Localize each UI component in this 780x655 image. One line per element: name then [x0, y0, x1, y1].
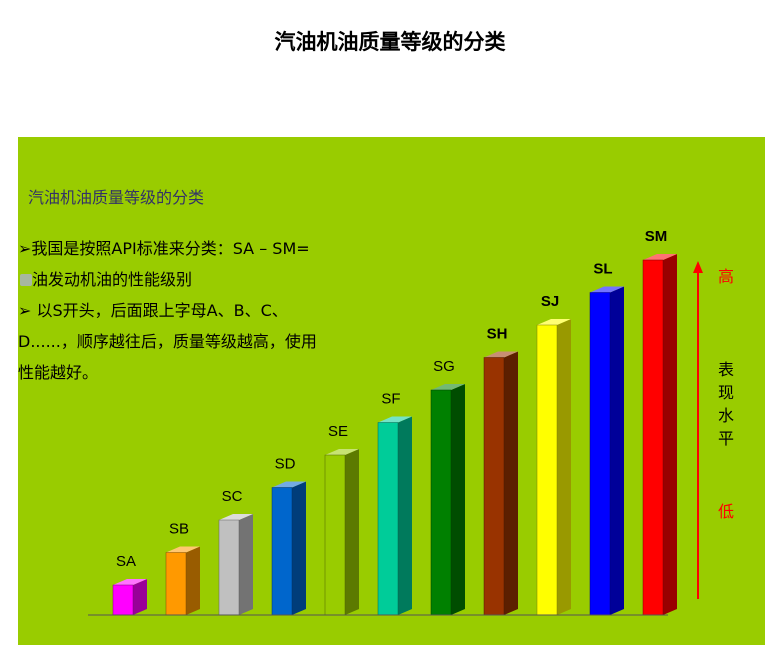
bullet-2-line-3: 性能越好。	[18, 363, 99, 382]
bar-top	[272, 481, 306, 488]
bar-front	[430, 389, 452, 616]
bullet-2-line-1: ➢ 以S开头，后面跟上字母A、B、C、	[18, 301, 288, 320]
bar-side	[663, 254, 677, 615]
axis-arrow-head	[693, 261, 703, 273]
bar-label-sg: SG	[433, 358, 455, 375]
bullet-1-line-2: 油发动机油的性能级别	[18, 264, 398, 295]
bar-sg: SG	[430, 358, 465, 616]
bar-side	[504, 351, 518, 615]
bars-group: SA SB SC SD SE SF SG SH SJ SL SM	[112, 228, 677, 616]
bar-chart: SA SB SC SD SE SF SG SH SJ SL SM 高 低 表 现 水 平	[88, 228, 734, 616]
bar-label-sh: SH	[487, 326, 508, 343]
bar-side	[557, 319, 571, 615]
bar-side	[398, 416, 412, 615]
slide: 汽油机油质量等级的分类 ➢我国是按照API标准来分类：SA – SM= 油发动机…	[18, 137, 765, 645]
bar-front	[271, 487, 293, 616]
slide-heading: 汽油机油质量等级的分类	[28, 188, 205, 207]
bar-front	[642, 259, 664, 616]
bar-sc: SC	[218, 488, 253, 616]
bar-front	[112, 584, 134, 616]
axis-label-char-4: 平	[718, 429, 734, 448]
bar-front	[589, 292, 611, 616]
bar-side	[186, 546, 200, 615]
bar-side	[451, 384, 465, 615]
bar-sm: SM	[642, 228, 677, 616]
bar-label-sf: SF	[381, 391, 400, 408]
smudge-mark	[20, 274, 32, 286]
axis-label-char-1: 表	[718, 360, 734, 379]
bar-se: SE	[324, 423, 359, 616]
bullet-list: ➢我国是按照API标准来分类：SA – SM= 油发动机油的性能级别 ➢ 以S开…	[18, 233, 398, 388]
bar-label-sm: SM	[645, 228, 668, 245]
bar-label-sd: SD	[275, 456, 296, 473]
axis-label-char-3: 水	[718, 406, 734, 425]
bar-top	[219, 514, 253, 520]
bar-side	[133, 579, 147, 615]
bar-top	[431, 384, 465, 390]
bar-sl: SL	[589, 261, 624, 616]
bar-top	[113, 579, 147, 585]
bar-top	[325, 449, 359, 455]
bar-side	[292, 481, 306, 615]
axis-low-label: 低	[718, 502, 734, 521]
bar-side	[239, 514, 253, 615]
bar-label-sc: SC	[222, 488, 243, 505]
bar-label-sb: SB	[169, 521, 189, 538]
bar-top	[378, 416, 412, 423]
bar-sb: SB	[165, 521, 200, 616]
bar-label-sa: SA	[116, 553, 136, 570]
bar-sd: SD	[271, 456, 306, 616]
bar-front	[165, 552, 187, 616]
bar-side	[345, 449, 359, 615]
bar-label-sl: SL	[593, 261, 612, 278]
bar-side	[610, 286, 624, 615]
bar-front	[218, 519, 240, 616]
bar-top	[590, 286, 624, 293]
bar-front	[377, 422, 399, 616]
axis-label-char-2: 现	[718, 383, 734, 402]
bullet-1-line-1: ➢我国是按照API标准来分类：SA – SM=	[18, 239, 310, 258]
bar-front	[483, 357, 505, 616]
bar-sf: SF	[377, 391, 412, 616]
bullet-2-line-2: D......，顺序越往后，质量等级越高，使用	[18, 332, 317, 351]
bar-label-sj: SJ	[541, 293, 559, 310]
bar-top	[484, 351, 518, 358]
bar-top	[537, 319, 571, 325]
axis-high-label: 高	[718, 267, 734, 286]
page-title: 汽油机油质量等级的分类	[274, 30, 506, 54]
bar-top	[643, 254, 677, 260]
bar-top	[166, 546, 200, 553]
bullet-1-line-2-text: 油发动机油的性能级别	[32, 270, 193, 289]
bar-sa: SA	[112, 553, 147, 616]
bar-sj: SJ	[536, 293, 571, 616]
bar-label-se: SE	[328, 423, 348, 440]
bar-sh: SH	[483, 326, 518, 616]
bar-front	[324, 454, 346, 616]
bar-front	[536, 324, 558, 616]
